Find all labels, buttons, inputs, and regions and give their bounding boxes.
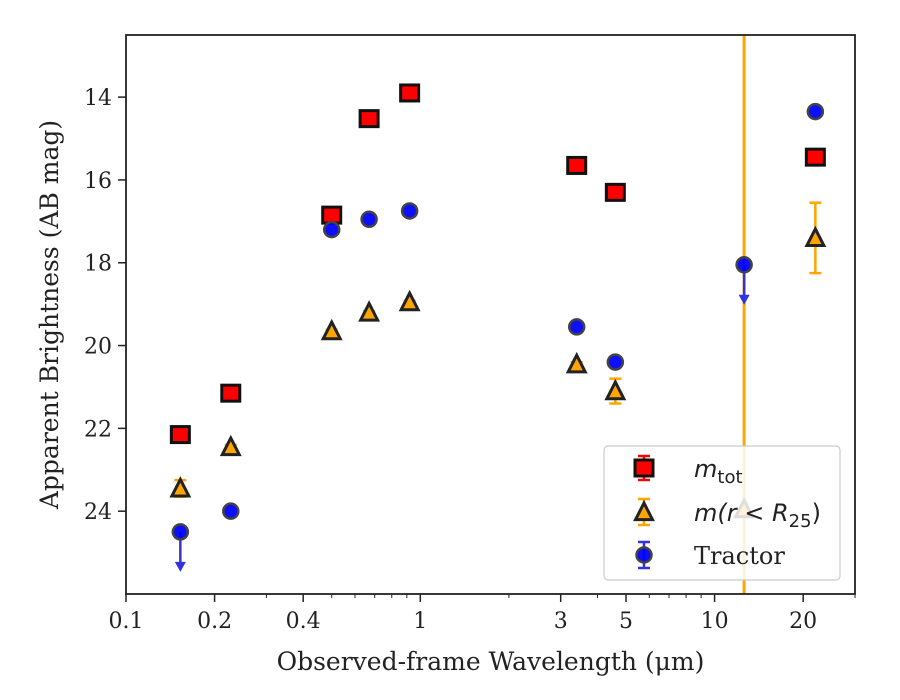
- triangle-marker: [320, 318, 343, 341]
- square-marker: [220, 383, 242, 403]
- y-tick-label: 16: [84, 169, 112, 194]
- y-tick-label: 14: [84, 86, 112, 111]
- circle-marker: [322, 220, 341, 239]
- legend-mr25-sub: 25: [789, 511, 812, 532]
- square-marker: [169, 425, 191, 445]
- plot-marks: [169, 35, 827, 594]
- circle-marker: [400, 202, 419, 220]
- triangle-marker: [804, 225, 827, 248]
- y-axis: 14 16 18 20 22 24: [84, 86, 126, 525]
- triangle-marker: [604, 378, 627, 401]
- triangle-marker: [398, 289, 421, 312]
- legend-box: [603, 445, 841, 581]
- legend-mr25-end: ): [812, 499, 821, 527]
- legend-circle-marker: [635, 546, 653, 564]
- x-tick-label: 3: [554, 609, 568, 634]
- x-tick-label: 0.1: [109, 609, 144, 634]
- legend-mtot-sub: tot: [717, 467, 742, 488]
- square-marker: [358, 109, 380, 129]
- legend: mtot m(r < R25) Tractor: [603, 445, 841, 581]
- legend-mtot-main: m: [694, 455, 717, 483]
- circle-marker: [606, 353, 625, 371]
- circle-marker: [735, 256, 753, 274]
- legend-mr25-main: m(r < R: [694, 499, 789, 527]
- circle-marker: [171, 523, 190, 541]
- legend-label-tractor: Tractor: [694, 542, 785, 570]
- upper-limit-arrow-head: [738, 294, 750, 305]
- x-tick-label: 20: [789, 609, 817, 634]
- square-marker: [399, 83, 421, 103]
- x-axis: 0.1 0.2 0.4 1 3 5 10 20: [109, 594, 856, 634]
- x-tick-label: 0.2: [197, 609, 232, 634]
- circle-marker: [360, 210, 378, 229]
- x-tick-label: 1: [413, 609, 427, 634]
- x-tick-label: 5: [619, 609, 633, 634]
- triangle-marker: [565, 351, 588, 374]
- legend-square-marker: [633, 458, 655, 478]
- x-axis-title: Observed-frame Wavelength (μm): [277, 647, 705, 676]
- triangle-marker: [358, 300, 381, 322]
- square-marker: [604, 182, 626, 202]
- legend-triangle-marker: [633, 499, 655, 522]
- y-tick-label: 18: [84, 252, 112, 277]
- circle-marker: [806, 102, 825, 121]
- x-tick-label: 10: [701, 609, 729, 634]
- legend-label-mr25: m(r < R25): [694, 499, 821, 532]
- circle-marker: [222, 502, 240, 520]
- square-marker: [321, 205, 343, 225]
- x-tick-label: 0.4: [286, 609, 321, 634]
- triangle-marker: [219, 434, 242, 457]
- legend-label-mtot: mtot: [694, 455, 743, 488]
- series-square: [169, 83, 826, 445]
- y-axis-title: Apparent Brightness (AB mag): [35, 120, 64, 510]
- triangle-marker: [169, 476, 192, 498]
- y-tick-label: 22: [84, 417, 112, 442]
- plot-frame: [125, 34, 856, 595]
- square-marker: [804, 147, 826, 167]
- circle-marker: [567, 318, 586, 336]
- y-tick-label: 20: [84, 335, 112, 360]
- y-tick-label: 24: [84, 500, 112, 525]
- series-circle: [171, 102, 825, 572]
- upper-limit-arrow-head: [174, 561, 186, 572]
- square-marker: [566, 155, 588, 175]
